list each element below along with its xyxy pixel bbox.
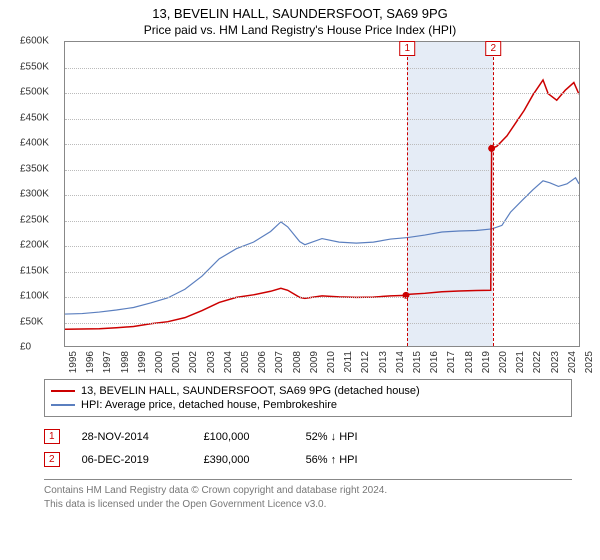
- x-axis-label: 2005: [240, 351, 251, 373]
- marker-badge: 1: [399, 41, 415, 56]
- y-axis-label: £400K: [20, 138, 49, 149]
- x-axis-label: 2023: [550, 351, 561, 373]
- x-axis-label: 2003: [206, 351, 217, 373]
- gridline: [65, 297, 579, 298]
- legend-label: HPI: Average price, detached house, Pemb…: [81, 399, 337, 411]
- title-line1: 13, BEVELIN HALL, SAUNDERSFOOT, SA69 9PG: [0, 6, 600, 21]
- transaction-badge: 2: [44, 452, 60, 467]
- title-line2: Price paid vs. HM Land Registry's House …: [0, 23, 600, 37]
- gridline: [65, 170, 579, 171]
- transactions: 1 28-NOV-2014 £100,000 52% ↓ HPI 2 06-DEC-201…: [44, 425, 572, 471]
- x-axis-label: 2019: [481, 351, 492, 373]
- legend-swatch: [51, 390, 75, 392]
- x-axis-label: 2015: [412, 351, 423, 373]
- gridline: [65, 272, 579, 273]
- transaction-date: 28-NOV-2014: [82, 431, 182, 443]
- x-axis-label: 2007: [274, 351, 285, 373]
- x-axis-label: 2013: [378, 351, 389, 373]
- y-axis-label: £600K: [20, 36, 49, 47]
- x-axis-label: 2010: [326, 351, 337, 373]
- x-axis-label: 2017: [446, 351, 457, 373]
- gridline: [65, 195, 579, 196]
- y-axis-label: £500K: [20, 87, 49, 98]
- y-axis-label: £300K: [20, 189, 49, 200]
- x-axis-label: 2012: [360, 351, 371, 373]
- transaction-row: 2 06-DEC-2019 £390,000 56% ↑ HPI: [44, 448, 572, 471]
- gridline: [65, 144, 579, 145]
- transaction-price: £100,000: [204, 431, 284, 443]
- transaction-row: 1 28-NOV-2014 £100,000 52% ↓ HPI: [44, 425, 572, 448]
- x-axis-label: 1998: [120, 351, 131, 373]
- y-axis-label: £200K: [20, 240, 49, 251]
- x-axis-label: 2025: [584, 351, 595, 373]
- x-axis-label: 2014: [395, 351, 406, 373]
- gridline: [65, 246, 579, 247]
- marker-line: [493, 42, 494, 346]
- transaction-price: £390,000: [204, 454, 284, 466]
- chart-svg: [65, 42, 579, 346]
- x-axis-label: 2024: [567, 351, 578, 373]
- marker-badge: 2: [485, 41, 501, 56]
- transaction-pct: 56% ↑ HPI: [306, 454, 358, 466]
- chart-area: 12 £0£50K£100K£150K£200K£250K£300K£350K£…: [20, 41, 580, 371]
- chart-titles: 13, BEVELIN HALL, SAUNDERSFOOT, SA69 9PG…: [0, 0, 600, 37]
- footer: Contains HM Land Registry data © Crown c…: [44, 479, 572, 511]
- y-axis-label: £0: [20, 342, 31, 353]
- legend-row: 13, BEVELIN HALL, SAUNDERSFOOT, SA69 9PG…: [51, 384, 565, 398]
- legend-label: 13, BEVELIN HALL, SAUNDERSFOOT, SA69 9PG…: [81, 385, 420, 397]
- y-axis-label: £100K: [20, 291, 49, 302]
- y-axis-label: £250K: [20, 214, 49, 225]
- gridline: [65, 93, 579, 94]
- x-axis-label: 2016: [429, 351, 440, 373]
- y-axis-label: £550K: [20, 61, 49, 72]
- gridline: [65, 68, 579, 69]
- x-axis-label: 2001: [171, 351, 182, 373]
- x-axis-label: 2022: [532, 351, 543, 373]
- x-axis-label: 1995: [68, 351, 79, 373]
- transaction-badge: 1: [44, 429, 60, 444]
- x-axis-label: 1999: [137, 351, 148, 373]
- x-axis-label: 2000: [154, 351, 165, 373]
- y-axis-label: £350K: [20, 163, 49, 174]
- legend: 13, BEVELIN HALL, SAUNDERSFOOT, SA69 9PG…: [44, 379, 572, 417]
- x-axis-label: 2009: [309, 351, 320, 373]
- y-axis-label: £50K: [20, 316, 43, 327]
- x-axis-label: 2020: [498, 351, 509, 373]
- gridline: [65, 323, 579, 324]
- x-axis-label: 1996: [85, 351, 96, 373]
- footer-line1: Contains HM Land Registry data © Crown c…: [44, 484, 572, 498]
- gridline: [65, 221, 579, 222]
- x-axis-label: 2018: [464, 351, 475, 373]
- x-axis-label: 2008: [292, 351, 303, 373]
- x-axis-label: 2004: [223, 351, 234, 373]
- y-axis-label: £450K: [20, 112, 49, 123]
- x-axis-label: 2021: [515, 351, 526, 373]
- legend-swatch: [51, 404, 75, 406]
- x-axis-label: 2002: [188, 351, 199, 373]
- y-axis-label: £150K: [20, 265, 49, 276]
- footer-line2: This data is licensed under the Open Gov…: [44, 498, 572, 512]
- transaction-date: 06-DEC-2019: [82, 454, 182, 466]
- transaction-pct: 52% ↓ HPI: [306, 431, 358, 443]
- gridline: [65, 119, 579, 120]
- x-axis-label: 1997: [102, 351, 113, 373]
- series-property: [65, 80, 579, 329]
- x-axis-label: 2006: [257, 351, 268, 373]
- x-axis-label: 2011: [343, 351, 354, 373]
- plot-region: 12: [64, 41, 580, 347]
- marker-line: [407, 42, 408, 346]
- legend-row: HPI: Average price, detached house, Pemb…: [51, 398, 565, 412]
